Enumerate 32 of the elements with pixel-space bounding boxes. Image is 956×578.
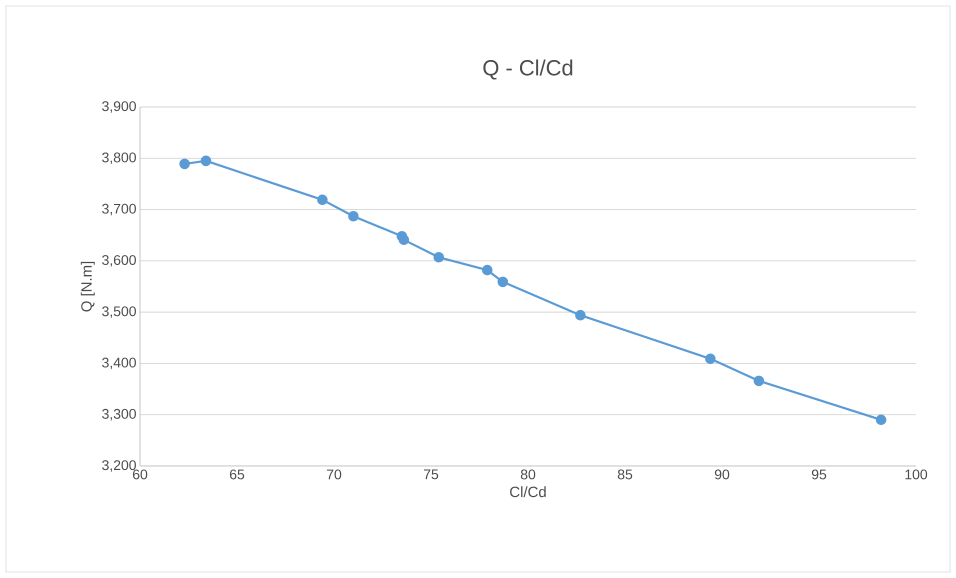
y-tick-label: 3,700	[102, 204, 136, 216]
chart-title: Q - Cl/Cd	[483, 59, 572, 80]
x-tick-label: 95	[812, 469, 826, 480]
x-tick-label: 100	[905, 469, 928, 480]
x-axis-title: Cl/Cd	[510, 486, 546, 498]
y-tick-label: 3,500	[102, 306, 136, 318]
point	[348, 210, 359, 222]
y-tick-label: 3,600	[102, 255, 136, 267]
point	[179, 158, 190, 170]
x-tick-label: 85	[618, 469, 632, 480]
point	[200, 156, 212, 166]
point	[433, 252, 444, 263]
x-tick-label: 70	[326, 469, 342, 480]
point	[575, 310, 586, 320]
x-tick-label: 75	[424, 470, 438, 480]
x-tick-label: 60	[132, 469, 148, 480]
point	[754, 376, 764, 386]
point	[876, 414, 886, 426]
y-axis-title: Q [N.m]	[80, 262, 95, 312]
point	[398, 234, 410, 246]
y-tick-label: 3,900	[102, 101, 136, 113]
x-tick-label: 65	[230, 469, 244, 480]
y-tick-label: 3,400	[102, 358, 136, 370]
point	[482, 264, 493, 276]
y-tick-label: 3,200	[102, 460, 136, 472]
x-tick-label: 80	[520, 469, 536, 480]
point	[317, 194, 328, 206]
y-tick-label: 3,800	[102, 152, 136, 164]
point	[498, 276, 508, 288]
y-tick-label: 3,300	[102, 408, 136, 420]
x-tick-label: 90	[714, 469, 730, 480]
point	[705, 354, 716, 364]
